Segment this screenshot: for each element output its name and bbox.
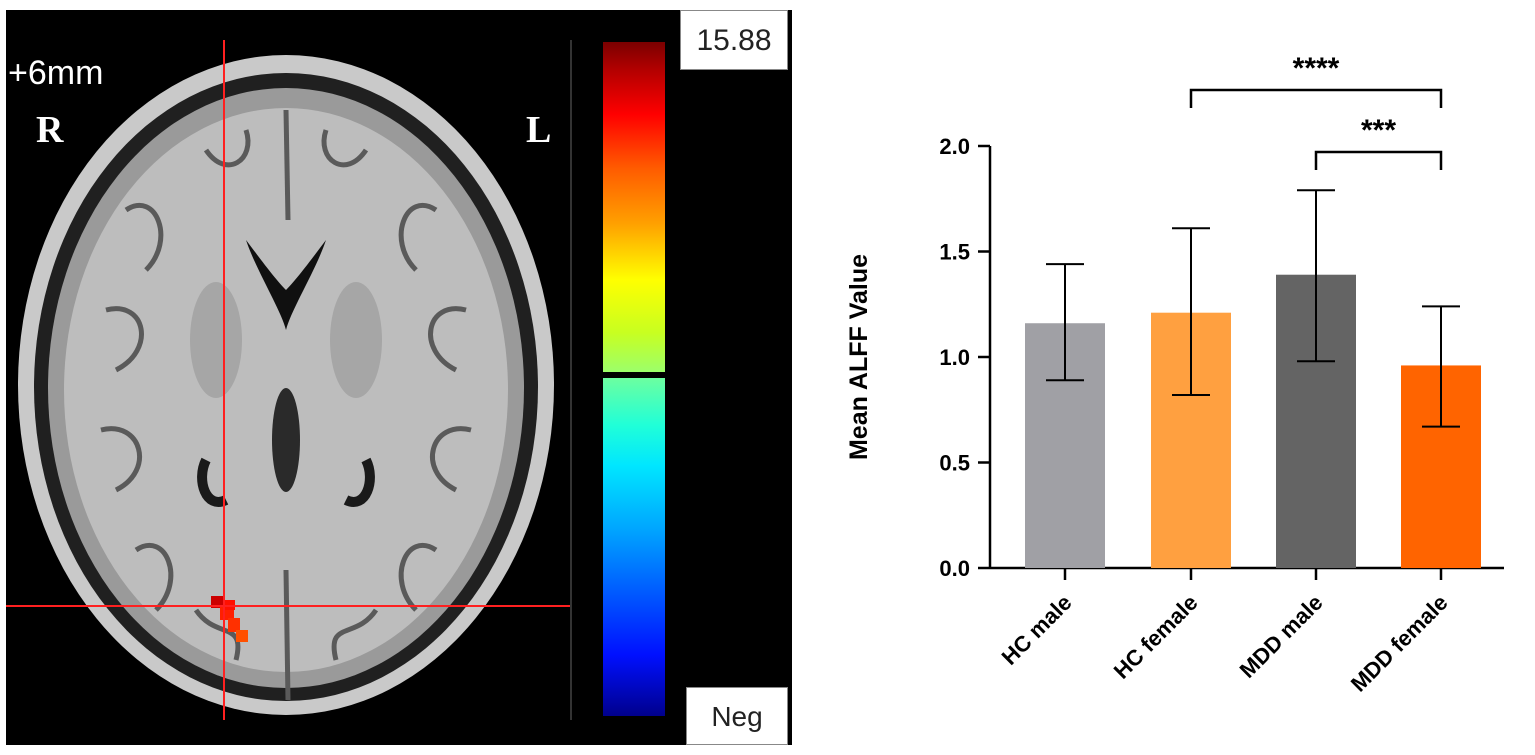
colorbar-positive [603,42,665,372]
chart-significance-brackets [1189,88,1443,170]
brain-slice-image [6,40,572,720]
y-tick-label: 1.0 [939,345,970,370]
x-tick-label: MDD female [1346,590,1453,697]
slice-position-label: +6mm [8,54,104,92]
y-axis-title: Mean ALFF Value [845,254,873,460]
x-tick-label: HC female [1109,590,1203,684]
right-caudate-putamen [330,282,382,398]
colorbar-min-value[interactable]: Neg [686,687,788,745]
chart-bars [1025,274,1481,568]
significance-label: **** [1293,52,1340,85]
lateral-ventricles [246,240,326,330]
significance-bracket [1314,150,1443,170]
brain-sulci [100,109,472,701]
chart-labels: 0.0 0.5 1.0 1.5 2.0 Mean ALFF Value HC male HC … [845,52,1453,697]
x-tick-label: HC male [997,590,1077,670]
y-tick-label: 1.5 [939,240,970,265]
orientation-right-label: R [36,109,64,151]
chart-error-bars [1046,189,1460,428]
y-tick-label: 0.0 [939,556,970,581]
alff-bar-chart: 0.0 0.5 1.0 1.5 2.0 Mean ALFF Value HC male HC … [845,52,1504,697]
colorbar-max-value[interactable]: 15.88 [680,10,788,70]
third-ventricle [272,388,300,492]
posterior-horn-right [197,457,229,507]
x-tick-label: MDD male [1235,590,1328,683]
posterior-horn-left [343,457,375,507]
significance-label: *** [1361,114,1396,147]
brain-slice-panel: +6mm R L 15.88 Neg [6,10,792,745]
y-tick-label: 0.5 [939,451,970,476]
y-tick-label: 2.0 [939,134,970,159]
significance-bracket [1189,88,1443,108]
orientation-left-label: L [526,109,552,151]
colorbar-zero-gap [603,372,665,378]
left-caudate-putamen [190,282,242,398]
colorbar-negative [603,378,665,716]
